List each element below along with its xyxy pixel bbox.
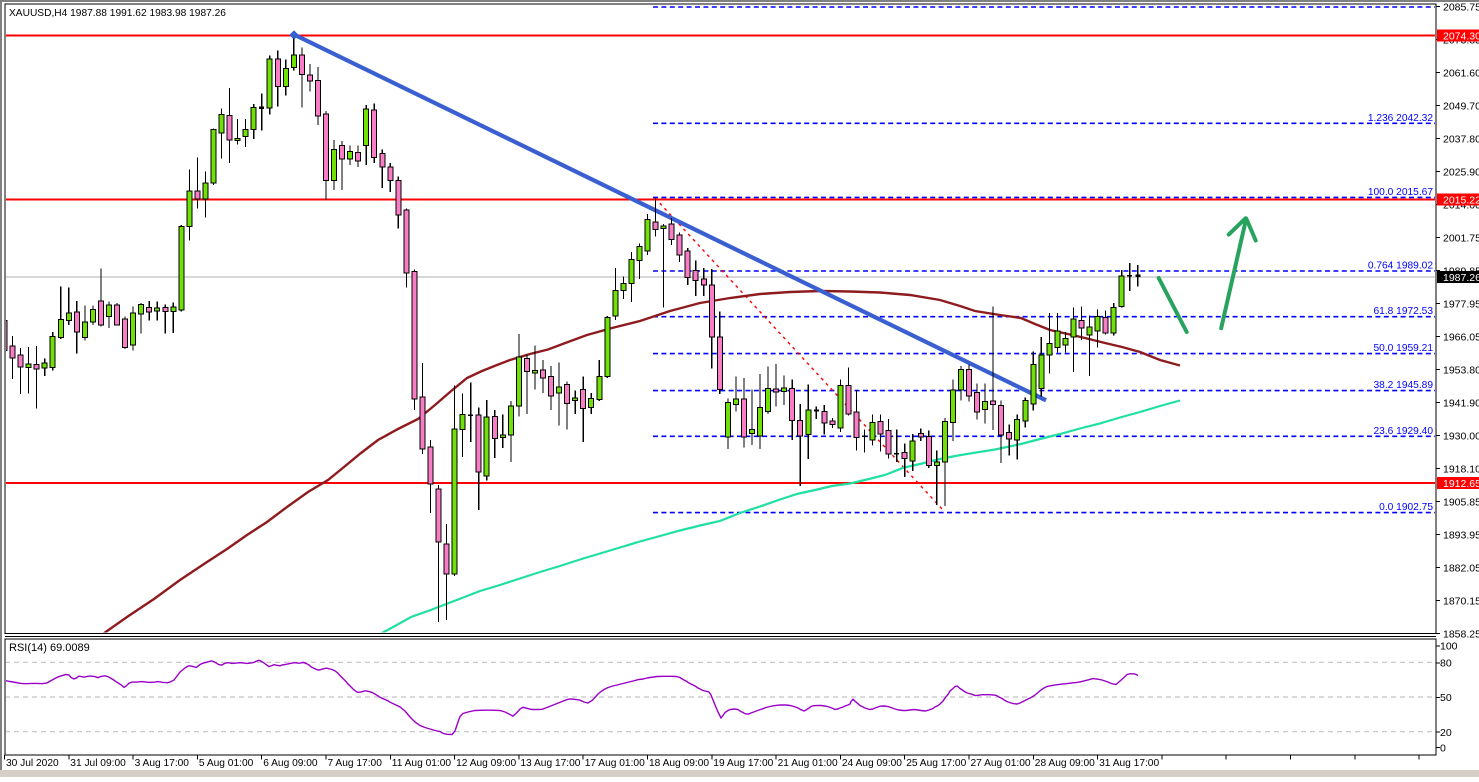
svg-text:24 Aug 09:00: 24 Aug 09:00	[842, 758, 902, 769]
svg-text:0: 0	[1440, 742, 1446, 754]
svg-text:6 Aug 09:00: 6 Aug 09:00	[263, 758, 318, 769]
svg-text:1905.85: 1905.85	[1443, 496, 1479, 508]
svg-text:80: 80	[1440, 658, 1452, 670]
svg-text:18 Aug 09:00: 18 Aug 09:00	[649, 758, 709, 769]
svg-text:1930.00: 1930.00	[1443, 430, 1479, 442]
svg-text:50.0 1959.21: 50.0 1959.21	[1374, 343, 1434, 354]
svg-text:2074.30: 2074.30	[1443, 31, 1479, 43]
svg-text:RSI(14) 69.0089: RSI(14) 69.0089	[9, 642, 90, 654]
svg-text:2049.70: 2049.70	[1443, 100, 1479, 112]
svg-text:31 Aug 17:00: 31 Aug 17:00	[1099, 758, 1159, 769]
svg-text:1918.10: 1918.10	[1443, 463, 1479, 475]
svg-text:2025.90: 2025.90	[1443, 166, 1479, 178]
svg-text:13 Aug 17:00: 13 Aug 17:00	[520, 758, 580, 769]
svg-text:61.8 1972.53: 61.8 1972.53	[1374, 306, 1434, 317]
svg-text:21 Aug 01:00: 21 Aug 01:00	[778, 758, 838, 769]
svg-text:5 Aug 01:00: 5 Aug 01:00	[199, 758, 254, 769]
svg-text:2061.60: 2061.60	[1443, 67, 1479, 79]
svg-text:20: 20	[1440, 727, 1452, 739]
svg-text:1987.26: 1987.26	[1443, 272, 1479, 284]
svg-text:38.2 1945.89: 38.2 1945.89	[1374, 380, 1434, 391]
svg-text:31 Jul 09:00: 31 Jul 09:00	[70, 758, 126, 769]
svg-text:1966.05: 1966.05	[1443, 331, 1479, 343]
svg-text:2085.75: 2085.75	[1443, 1, 1479, 13]
svg-text:2015.22: 2015.22	[1443, 195, 1479, 207]
svg-text:19 Aug 17:00: 19 Aug 17:00	[713, 758, 773, 769]
svg-text:3 Aug 17:00: 3 Aug 17:00	[135, 758, 190, 769]
svg-text:1882.05: 1882.05	[1443, 562, 1479, 574]
svg-text:XAUUSD,H4 1987.88 1991.62 198: XAUUSD,H4 1987.88 1991.62 1983.98 1987.2…	[9, 8, 226, 19]
svg-text:17 Aug 01:00: 17 Aug 01:00	[585, 758, 645, 769]
svg-text:25 Aug 17:00: 25 Aug 17:00	[906, 758, 966, 769]
svg-text:1941.90: 1941.90	[1443, 397, 1479, 409]
svg-text:1.236 2042.32: 1.236 2042.32	[1368, 113, 1433, 124]
svg-text:11 Aug 01:00: 11 Aug 01:00	[392, 758, 452, 769]
svg-text:100.0 2015.67: 100.0 2015.67	[1368, 187, 1433, 198]
svg-text:1912.65: 1912.65	[1443, 478, 1479, 490]
svg-text:1858.25: 1858.25	[1443, 628, 1479, 640]
svg-text:12 Aug 09:00: 12 Aug 09:00	[456, 758, 516, 769]
svg-text:100: 100	[1440, 641, 1458, 653]
svg-text:7 Aug 17:00: 7 Aug 17:00	[328, 758, 383, 769]
svg-text:0.764 1989.02: 0.764 1989.02	[1368, 261, 1433, 272]
svg-text:23.6 1929.40: 23.6 1929.40	[1374, 426, 1434, 437]
svg-text:1870.15: 1870.15	[1443, 595, 1479, 607]
svg-text:27 Aug 01:00: 27 Aug 01:00	[971, 758, 1031, 769]
svg-text:30 Jul 2020: 30 Jul 2020	[6, 758, 59, 769]
svg-text:50: 50	[1440, 692, 1452, 704]
svg-text:2001.75: 2001.75	[1443, 232, 1479, 244]
svg-text:1893.95: 1893.95	[1443, 529, 1479, 541]
svg-text:1953.80: 1953.80	[1443, 364, 1479, 376]
svg-text:2037.80: 2037.80	[1443, 133, 1479, 145]
svg-text:0.0 1902.75: 0.0 1902.75	[1379, 502, 1433, 513]
svg-text:1977.95: 1977.95	[1443, 298, 1479, 310]
svg-text:28 Aug 09:00: 28 Aug 09:00	[1035, 758, 1095, 769]
